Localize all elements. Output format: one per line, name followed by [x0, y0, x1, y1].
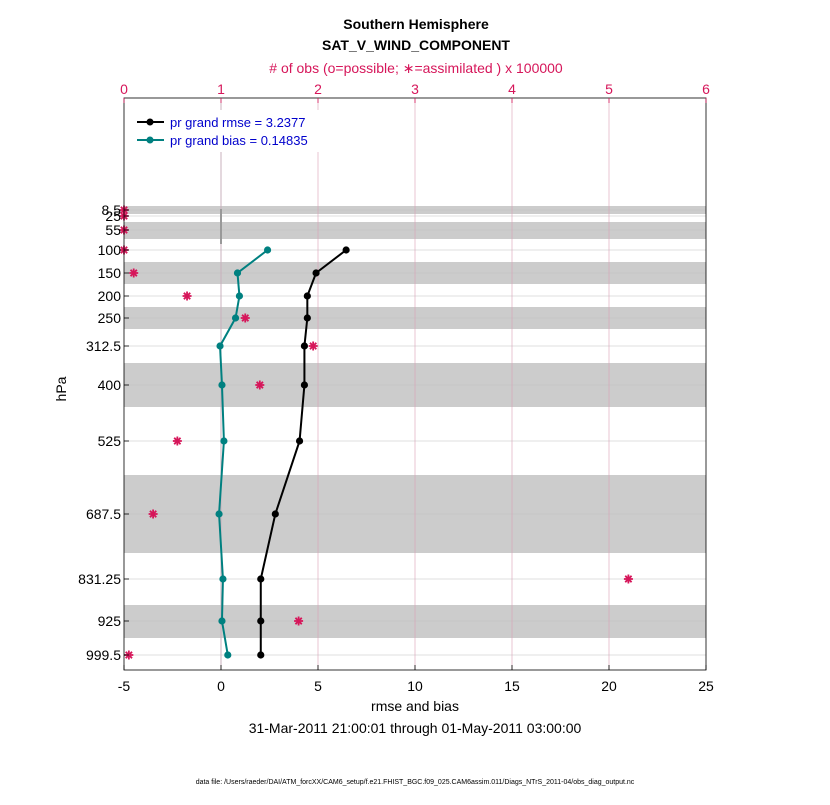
point-rmse-925	[257, 617, 265, 625]
top-tick-label-2: 2	[314, 81, 322, 97]
top-axis-label: # of obs (o=possible; ∗=assimilated ) x …	[269, 60, 563, 76]
point-rmse-999.5	[257, 651, 265, 659]
top-tick-label-6: 6	[702, 81, 710, 97]
y-tick-label-100: 100	[98, 242, 122, 258]
point-bias-999.5	[224, 651, 232, 659]
top-tick-label-4: 4	[508, 81, 516, 97]
top-tick-label-5: 5	[605, 81, 613, 97]
x-tick-label-0: 0	[217, 678, 225, 694]
point-bias-312.5	[216, 342, 224, 350]
obs-assimilated-312.5	[308, 341, 318, 351]
point-bias-831.25	[219, 575, 227, 583]
obs-assimilated-200	[182, 291, 192, 301]
top-axis: 0 1 2 3 4 5 6	[120, 81, 710, 103]
point-bias-687.5	[215, 510, 223, 518]
x-tick-label-25: 25	[698, 678, 714, 694]
x-tick-label-20: 20	[601, 678, 617, 694]
legend: pr grand rmse = 3.2377 pr grand bias = 0…	[131, 110, 331, 152]
y-tick-label-687.5: 687.5	[86, 506, 121, 522]
obs-assimilated-150	[129, 268, 139, 278]
y-tick-label-831.25: 831.25	[78, 571, 121, 587]
obs-assimilated-400	[255, 380, 265, 390]
legend-marker-rmse	[146, 118, 154, 126]
obs-assimilated-925	[294, 616, 304, 626]
x-axis-label: rmse and bias	[371, 698, 459, 714]
legend-label-rmse: pr grand rmse = 3.2377	[170, 115, 306, 130]
x-tick-label-15: 15	[504, 678, 520, 694]
point-rmse-250	[303, 314, 311, 322]
top-tick-label-3: 3	[411, 81, 419, 97]
point-bias-525	[220, 437, 228, 445]
y-tick-label-312.5: 312.5	[86, 338, 121, 354]
point-rmse-831.25	[257, 575, 265, 583]
top-tick-label-0: 0	[120, 81, 128, 97]
top-tick-label-1: 1	[217, 81, 225, 97]
point-rmse-400	[300, 381, 309, 389]
point-rmse-312.5	[300, 342, 309, 350]
obs-assimilated-250	[240, 313, 250, 323]
obs-assimilated-687.5	[148, 509, 158, 519]
y-tick-label-55: 55	[105, 222, 121, 238]
legend-box	[131, 110, 331, 152]
y-axis-label: hPa	[53, 376, 69, 401]
footer-data-file: data file: /Users/raeder/DAI/ATM_forcXX/…	[196, 779, 635, 786]
point-bias-400	[218, 381, 226, 389]
point-rmse-200	[303, 292, 311, 300]
point-rmse-687.5	[271, 510, 279, 518]
y-tick-label-250: 250	[98, 310, 122, 326]
point-bias-100	[263, 246, 272, 254]
point-rmse-525	[295, 437, 304, 445]
x-tick-label--5: -5	[118, 678, 131, 694]
y-tick-label-925: 925	[98, 613, 122, 629]
chart-subtitle: SAT_V_WIND_COMPONENT	[322, 37, 510, 53]
y-tick-label-200: 200	[98, 288, 122, 304]
x-tick-label-10: 10	[407, 678, 423, 694]
series-layer	[215, 246, 350, 659]
date-range: 31-Mar-2011 21:00:01 through 01-May-2011…	[249, 720, 582, 736]
x-tick-label-5: 5	[314, 678, 322, 694]
legend-marker-bias	[146, 136, 154, 144]
y-tick-label-8.5: 8.5	[102, 202, 122, 218]
y-tick-label-999.5: 999.5	[86, 647, 121, 663]
point-rmse-100	[342, 246, 350, 254]
obs-assimilated-831.25	[623, 574, 633, 584]
point-rmse-150	[312, 269, 320, 277]
point-bias-200	[235, 292, 244, 300]
point-bias-925	[218, 617, 226, 625]
y-tick-label-400: 400	[98, 377, 122, 393]
y-tick-label-150: 150	[98, 265, 122, 281]
point-bias-150	[233, 269, 242, 277]
point-bias-250	[231, 314, 240, 322]
y-tick-label-525: 525	[98, 433, 122, 449]
chart-title: Southern Hemisphere	[343, 16, 489, 32]
y-tick-label-25: 25	[105, 208, 121, 224]
bottom-axis: -5 0 5 10 15 20 25	[118, 665, 714, 694]
legend-label-bias: pr grand bias = 0.14835	[170, 133, 308, 148]
obs-assimilated-525	[172, 436, 182, 446]
